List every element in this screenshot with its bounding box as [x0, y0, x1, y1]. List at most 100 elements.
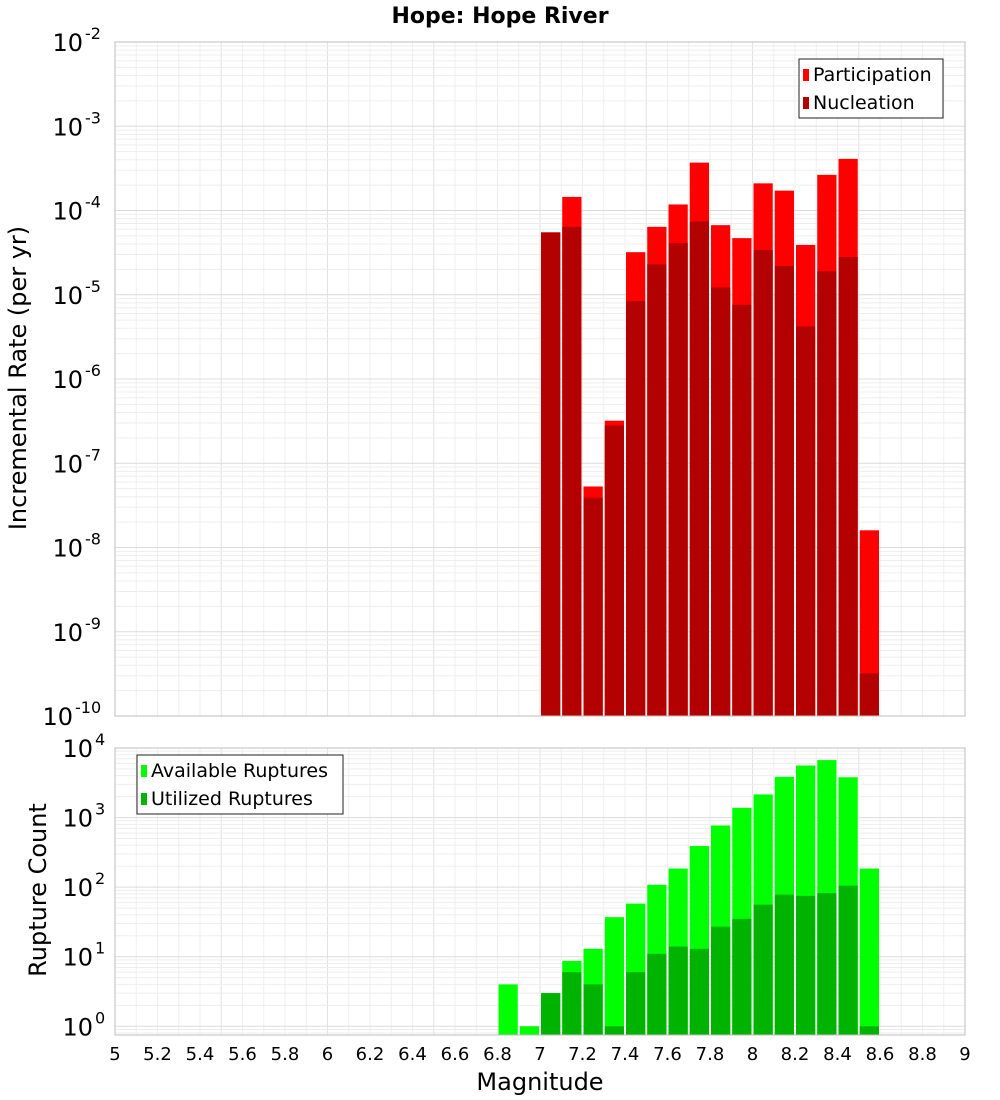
x-tick-label: 5.8 [271, 1044, 300, 1065]
top-bar-nucleation [774, 265, 794, 716]
bottom-y-tick-exponent: 1 [95, 939, 105, 958]
bottom-y-tick-exponent: 0 [95, 1008, 105, 1027]
bottom-y-tick-base: 10 [62, 735, 93, 763]
x-tick-label: 7.8 [696, 1044, 725, 1065]
x-tick-label: 9 [959, 1044, 970, 1065]
x-tick-label: 6.2 [356, 1044, 385, 1065]
bottom-legend-label: Utilized Ruptures [151, 788, 313, 810]
bottom-legend-swatch [141, 765, 147, 777]
bottom-bar-utilized-ruptures [604, 1026, 624, 1035]
x-tick-label: 8.8 [908, 1044, 937, 1065]
top-legend-label: Participation [813, 64, 932, 86]
bottom-y-tick-base: 10 [62, 1013, 93, 1041]
top-y-tick-exponent: -10 [75, 698, 101, 717]
x-tick-label: 6 [322, 1044, 333, 1065]
top-y-tick-base: 10 [52, 113, 83, 141]
top-bar-nucleation [711, 287, 731, 716]
bottom-plot-frame [114, 747, 966, 1036]
top-bar-nucleation [626, 301, 646, 716]
top-y-axis-label: Incremental Rate (per yr) [4, 226, 32, 530]
top-bar-nucleation [647, 264, 667, 716]
x-axis-label: Magnitude [476, 1068, 603, 1096]
top-bar-nucleation [604, 425, 624, 716]
chart-title: Hope: Hope River [391, 4, 608, 29]
top-y-tick-exponent: -6 [85, 361, 101, 380]
bottom-bar-utilized-ruptures [796, 895, 816, 1035]
x-tick-label: 7.4 [611, 1044, 640, 1065]
top-y-tick-exponent: -8 [85, 530, 101, 549]
top-bar-nucleation [796, 326, 816, 716]
x-tick-label: 5.6 [228, 1044, 257, 1065]
top-bar-nucleation [583, 497, 603, 716]
bottom-bar-utilized-ruptures [711, 926, 731, 1035]
x-tick-label: 7.2 [568, 1044, 597, 1065]
top-bar-nucleation [838, 257, 858, 716]
top-y-tick-exponent: -5 [85, 277, 101, 296]
bottom-y-tick-base: 10 [62, 805, 93, 833]
top-y-tick-base: 10 [52, 450, 83, 478]
top-legend-swatch [803, 69, 809, 81]
top-legend-label: Nucleation [813, 92, 915, 114]
top-bar-nucleation [732, 304, 752, 716]
bottom-bar-utilized-ruptures [838, 885, 858, 1035]
bottom-legend-swatch [141, 793, 147, 805]
bottom-y-tick-base: 10 [62, 874, 93, 902]
bottom-y-tick-exponent: 3 [95, 800, 105, 819]
top-y-tick-base: 10 [52, 198, 83, 226]
bottom-bar-available-ruptures [859, 868, 879, 1035]
bottom-bar-utilized-ruptures [859, 1026, 879, 1035]
top-y-tick-base: 10 [42, 703, 73, 731]
bottom-y-axis-label: Rupture Count [24, 803, 52, 977]
top-bar-nucleation [859, 673, 879, 716]
bottom-bar-utilized-ruptures [689, 948, 709, 1035]
x-tick-label: 8.6 [866, 1044, 895, 1065]
x-tick-label: 6.8 [483, 1044, 512, 1065]
top-legend-box [798, 58, 944, 119]
top-bar-nucleation [817, 271, 837, 716]
x-tick-label: 5 [109, 1044, 120, 1065]
bottom-legend-label: Available Ruptures [151, 760, 328, 782]
top-y-tick-base: 10 [52, 619, 83, 647]
x-tick-label: 5.4 [186, 1044, 215, 1065]
top-bar-nucleation [668, 243, 688, 716]
bottom-y-tick-exponent: 4 [95, 730, 105, 749]
x-tick-label: 8 [747, 1044, 758, 1065]
bottom-bar-utilized-ruptures [626, 972, 646, 1035]
bottom-bar-utilized-ruptures [817, 893, 837, 1035]
top-y-tick-exponent: -7 [85, 445, 101, 464]
bottom-bar-utilized-ruptures [732, 918, 752, 1035]
bottom-legend-box [136, 754, 344, 815]
bottom-bar-utilized-ruptures [774, 894, 794, 1035]
x-tick-label: 8.4 [823, 1044, 852, 1065]
x-tick-label: 6.6 [441, 1044, 470, 1065]
top-y-tick-exponent: -4 [85, 193, 101, 212]
x-tick-label: 6.4 [398, 1044, 427, 1065]
x-tick-label: 7.6 [653, 1044, 682, 1065]
top-legend-swatch [803, 97, 809, 109]
top-bar-nucleation [562, 226, 582, 716]
top-bar-nucleation [753, 249, 773, 716]
top-bar-nucleation [541, 232, 561, 716]
bottom-y-tick-base: 10 [62, 944, 93, 972]
bottom-bar-utilized-ruptures [583, 984, 603, 1035]
top-plot-frame [114, 41, 966, 717]
bottom-bar-available-ruptures [604, 917, 624, 1035]
top-y-tick-base: 10 [52, 366, 83, 394]
bottom-bar-utilized-ruptures [753, 904, 773, 1035]
bottom-bar-available-ruptures [498, 984, 518, 1035]
bottom-bar-available-ruptures [519, 1026, 539, 1035]
bottom-bar-utilized-ruptures [562, 972, 582, 1035]
x-tick-label: 5.2 [143, 1044, 172, 1065]
bottom-y-tick-exponent: 2 [95, 869, 105, 888]
x-tick-label: 8.2 [781, 1044, 810, 1065]
top-y-tick-exponent: -9 [85, 614, 101, 633]
bottom-bar-utilized-ruptures [668, 946, 688, 1035]
x-tick-label: 7 [534, 1044, 545, 1065]
top-bar-participation [859, 530, 879, 716]
top-y-tick-exponent: -3 [85, 108, 101, 127]
bottom-bar-utilized-ruptures [541, 993, 561, 1035]
bottom-bar-utilized-ruptures [647, 953, 667, 1035]
top-y-tick-exponent: -2 [85, 24, 101, 43]
